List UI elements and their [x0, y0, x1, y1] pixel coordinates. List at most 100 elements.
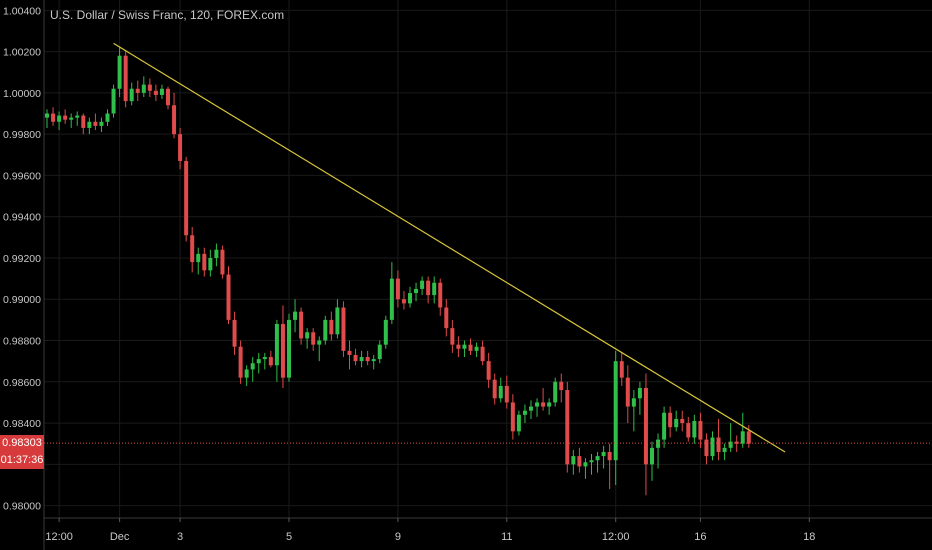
- candle-body: [384, 320, 388, 345]
- candle-body: [378, 345, 382, 359]
- candle-body: [626, 378, 630, 407]
- candle-body: [698, 421, 702, 440]
- candle-body: [239, 347, 243, 378]
- x-tick-label: Dec: [110, 531, 130, 543]
- candle-body: [493, 380, 497, 399]
- candle-body: [178, 134, 182, 161]
- candle-body: [354, 355, 358, 361]
- candle-body: [51, 114, 55, 122]
- candle-body: [432, 283, 436, 295]
- candle-body: [112, 89, 116, 114]
- candle-body: [208, 258, 212, 270]
- x-tick-label: 9: [395, 531, 401, 543]
- candle-body: [263, 357, 267, 359]
- candle-body: [245, 369, 249, 377]
- candle-body: [148, 85, 152, 91]
- candle-body: [662, 413, 666, 440]
- candle-body: [462, 345, 466, 349]
- last-price-label: 0.98303: [0, 435, 44, 452]
- candle-body: [251, 363, 255, 369]
- candle-body: [269, 357, 273, 365]
- x-tick-label: 12:00: [602, 531, 630, 543]
- candle-body: [577, 456, 581, 466]
- candle-body: [142, 85, 146, 93]
- candle-body: [305, 332, 309, 338]
- y-tick-label: 0.98000: [3, 501, 41, 513]
- y-tick-label: 1.00400: [3, 5, 41, 17]
- candle-body: [124, 56, 128, 101]
- y-tick-label: 1.00200: [3, 47, 41, 59]
- candle-body: [160, 89, 164, 95]
- candle-body: [444, 307, 448, 328]
- candle-body: [614, 361, 618, 460]
- candle-body: [202, 254, 206, 271]
- bar-countdown-label: 01:37:36: [0, 452, 44, 469]
- x-tick-label: 5: [286, 531, 292, 543]
- y-tick-label: 0.99200: [3, 253, 41, 265]
- candle-body: [511, 402, 515, 431]
- candle-body: [674, 419, 678, 427]
- candle-body: [632, 398, 636, 406]
- candle-body: [311, 332, 315, 344]
- candle-body: [402, 299, 406, 303]
- candle-body: [608, 452, 612, 460]
- candle-body: [227, 274, 231, 319]
- candle-body: [287, 320, 291, 378]
- y-tick-label: 0.99600: [3, 170, 41, 182]
- candle-body: [469, 345, 473, 351]
- candle-body: [335, 307, 339, 334]
- candle-body: [196, 254, 200, 262]
- candle-body: [45, 114, 49, 118]
- y-tick-label: 0.98400: [3, 418, 41, 430]
- candle-body: [69, 118, 73, 120]
- candle-body: [686, 423, 690, 437]
- symbol-title: U.S. Dollar / Swiss Franc, 120, FOREX.co…: [50, 8, 284, 22]
- x-tick-label: 18: [803, 531, 815, 543]
- candle-body: [547, 402, 551, 406]
- x-tick-label: 16: [694, 531, 706, 543]
- x-tick-label: 11: [501, 531, 512, 543]
- candle-body: [583, 462, 587, 466]
- y-tick-label: 0.99800: [3, 129, 41, 141]
- candle-body: [535, 402, 539, 406]
- candle-body: [257, 359, 261, 363]
- candle-body: [166, 89, 170, 106]
- candle-body: [559, 382, 563, 390]
- candle-body: [275, 324, 279, 365]
- candle-body: [644, 388, 648, 464]
- candle-body: [571, 456, 575, 464]
- y-tick-label: 0.98800: [3, 336, 41, 348]
- candle-body: [420, 281, 424, 289]
- candle-body: [747, 431, 751, 443]
- candle-body: [553, 382, 557, 403]
- candle-body: [99, 122, 103, 126]
- candle-body: [602, 452, 606, 456]
- candle-body: [414, 289, 418, 293]
- candle-body: [475, 347, 479, 351]
- candle-body: [154, 91, 158, 95]
- candle-body: [214, 250, 218, 258]
- candle-body: [172, 105, 176, 134]
- candle-body: [741, 431, 745, 443]
- candle-body: [281, 324, 285, 378]
- y-tick-label: 0.99400: [3, 212, 41, 224]
- y-tick-label: 1.00000: [3, 88, 41, 100]
- candle-body: [293, 312, 297, 320]
- candle-body: [190, 235, 194, 262]
- x-tick-label: 3: [177, 531, 183, 543]
- candle-body: [118, 56, 122, 89]
- candle-body: [341, 307, 345, 350]
- candle-body: [450, 328, 454, 345]
- candle-body: [438, 283, 442, 308]
- candle-body: [408, 293, 412, 303]
- candle-body: [87, 122, 91, 128]
- candle-body: [523, 411, 527, 415]
- candle-body: [565, 390, 569, 464]
- candle-body: [487, 361, 491, 380]
- candle-body: [426, 281, 430, 295]
- candle-body: [499, 386, 503, 398]
- candle-body: [735, 442, 739, 444]
- candle-body: [692, 421, 696, 438]
